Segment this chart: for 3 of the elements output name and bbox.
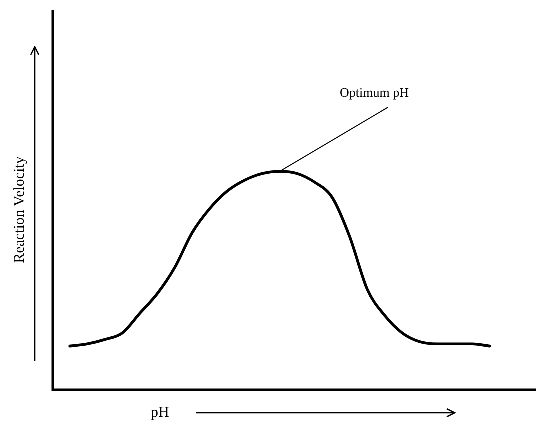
text: Optimum pH	[340, 85, 409, 100]
y-axis-title: Reaction Velocity	[12, 156, 28, 264]
x-axis-title: pH	[151, 404, 170, 421]
